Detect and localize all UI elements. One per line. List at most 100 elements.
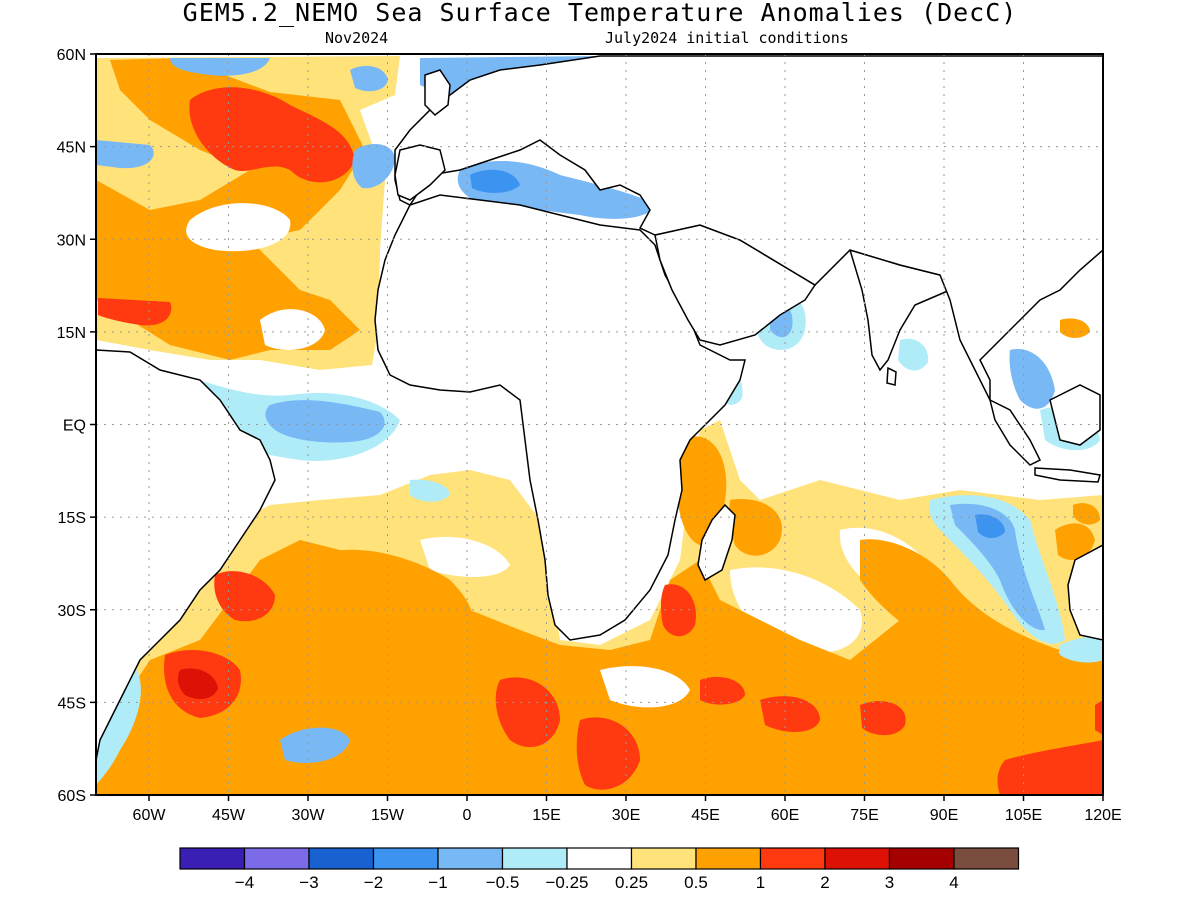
init-conditions-label: July2024 initial conditions — [605, 29, 849, 47]
lon-tick-label: 75E — [850, 807, 878, 824]
lon-tick-label: 30W — [292, 807, 326, 824]
lat-tick-label: 15N — [57, 325, 86, 342]
colorbar-swatch — [308, 847, 375, 870]
anomaly-orange-ne-africa — [1073, 503, 1100, 525]
colorbar-label: −0.5 — [486, 873, 520, 892]
graticule — [96, 54, 1103, 795]
lon-tick-label: 60W — [133, 807, 167, 824]
lon-tick-label: 15W — [371, 807, 405, 824]
anomaly-darkred-s-atlantic — [177, 668, 218, 700]
anomaly-red-s-indian-2 — [700, 676, 745, 705]
colorbar-label: −2 — [364, 873, 383, 892]
lat-tick-label: 60S — [58, 788, 86, 805]
colorbar-swatch — [824, 847, 891, 870]
colorbar-swatch — [566, 847, 633, 870]
anomaly-white-n-atlantic-2 — [260, 309, 325, 350]
land-mask — [96, 55, 1103, 761]
land-borneo — [1049, 384, 1101, 446]
anomaly-red-s-indian-6 — [1095, 700, 1103, 735]
anomaly-red-s-atlantic-4 — [576, 717, 640, 790]
colorbar-label: 3 — [885, 873, 894, 892]
anomaly-red-s-indian-1 — [660, 584, 696, 637]
anomaly-blue-labrador — [96, 140, 154, 169]
anomaly-blue-s-atlantic — [280, 727, 350, 764]
lon-tick-label: 0 — [463, 807, 472, 824]
anomaly-lightblue-w-australia — [1060, 636, 1103, 663]
lat-tick-label: 45S — [58, 695, 86, 712]
anomaly-red-s-atlantic-2 — [214, 571, 275, 622]
lat-tick-label: 60N — [57, 47, 86, 64]
lat-tick-label: 30S — [58, 603, 86, 620]
colorbar-label: −1 — [428, 873, 447, 892]
land-africa — [374, 194, 746, 641]
colorbar-swatch — [372, 847, 439, 870]
colorbar: −4 −3 −2 −1 −0.5 −0.25 0.25 0.5 1 2 3 4 — [179, 847, 1020, 892]
lon-tick-label: 15E — [532, 807, 560, 824]
lon-tick-label: 120E — [1084, 807, 1121, 824]
land-java — [1034, 467, 1101, 483]
anomaly-fields — [96, 56, 1103, 795]
colorbar-label: 4 — [949, 873, 958, 892]
land-uk — [424, 69, 451, 116]
colorbar-swatch — [953, 847, 1020, 870]
land-europe-peninsula — [394, 144, 446, 201]
land-sri-lanka — [886, 366, 897, 386]
colorbar-label: 0.25 — [615, 873, 648, 892]
lon-tick-label: 90E — [930, 807, 958, 824]
land-australia — [1067, 544, 1103, 641]
anomaly-red-s-indian-3 — [760, 696, 820, 732]
anomaly-orange-s-atlantic — [96, 540, 1103, 795]
anomaly-orange-indian — [729, 499, 782, 556]
anomaly-orange-s-indian-center — [860, 539, 1060, 668]
colorbar-swatch — [695, 847, 762, 870]
axis-ticks: 60W 45W 30W 15W 0 15E 30E 45E 60E 75E 90E 105E 120E 6… — [57, 47, 1122, 824]
anomaly-blue-n-atlantic-2 — [352, 144, 395, 189]
lon-tick-label: 60E — [771, 807, 799, 824]
lon-tick-label: 45W — [212, 807, 246, 824]
anomaly-lightblue-s-atlantic-2 — [410, 479, 450, 502]
colorbar-label: −3 — [299, 873, 318, 892]
land-s-america — [96, 349, 276, 761]
anomaly-red-s-indian-4 — [860, 701, 906, 736]
lat-tick-label: 15S — [58, 510, 86, 527]
anomaly-lightblue-bay-bengal — [898, 338, 929, 371]
map-title: GEM5.2_NEMO Sea Surface Temperature Anom… — [182, 0, 1018, 27]
land-madagascar — [697, 503, 736, 582]
colorbar-label: −4 — [235, 873, 254, 892]
colorbar-label: 1 — [756, 873, 765, 892]
colorbar-label: 0.5 — [684, 873, 708, 892]
colorbar-label: 2 — [820, 873, 829, 892]
anomaly-orange-s-atlantic-2 — [320, 549, 474, 644]
land-asia-north — [394, 55, 1103, 401]
anomaly-red-s-indian-5 — [997, 740, 1103, 795]
lat-tick-label: 45N — [57, 140, 86, 157]
lat-tick-label: 30N — [57, 232, 86, 249]
anomaly-red-n-atlantic — [189, 87, 355, 183]
anomaly-darkblue-s-indian-east — [975, 514, 1005, 538]
colorbar-swatch — [888, 847, 955, 870]
lon-tick-label: 30E — [612, 807, 640, 824]
anomaly-blue-s-indian-east — [950, 503, 1045, 631]
colorbar-swatch — [179, 847, 246, 870]
lat-tick-label: EQ — [63, 418, 86, 435]
colorbar-swatch — [243, 847, 310, 870]
lon-tick-label: 45E — [691, 807, 719, 824]
anomaly-darkblue-mediterranean — [470, 169, 520, 193]
land-sumatra — [988, 398, 1042, 466]
colorbar-swatch — [437, 847, 504, 870]
colorbar-swatch — [501, 847, 568, 870]
anomaly-blue-n-atlantic-3 — [350, 65, 388, 92]
anomaly-blue-trop-atlantic — [265, 400, 385, 443]
anomaly-blue-n-atlantic-1 — [170, 58, 270, 76]
anomaly-red-w-africa — [98, 298, 172, 326]
lon-tick-label: 105E — [1005, 807, 1042, 824]
anomaly-white-s-atlantic-2 — [420, 536, 510, 577]
colorbar-swatch — [759, 847, 826, 870]
anomaly-orange-timor — [1055, 523, 1095, 560]
anomaly-orange-s-china-sea — [1060, 318, 1090, 338]
valid-month-label: Nov2024 — [325, 29, 389, 47]
anomaly-red-s-atlantic-3 — [495, 677, 560, 748]
colorbar-label: −0.25 — [545, 873, 588, 892]
anomaly-white-s-atlantic-3 — [600, 666, 690, 708]
